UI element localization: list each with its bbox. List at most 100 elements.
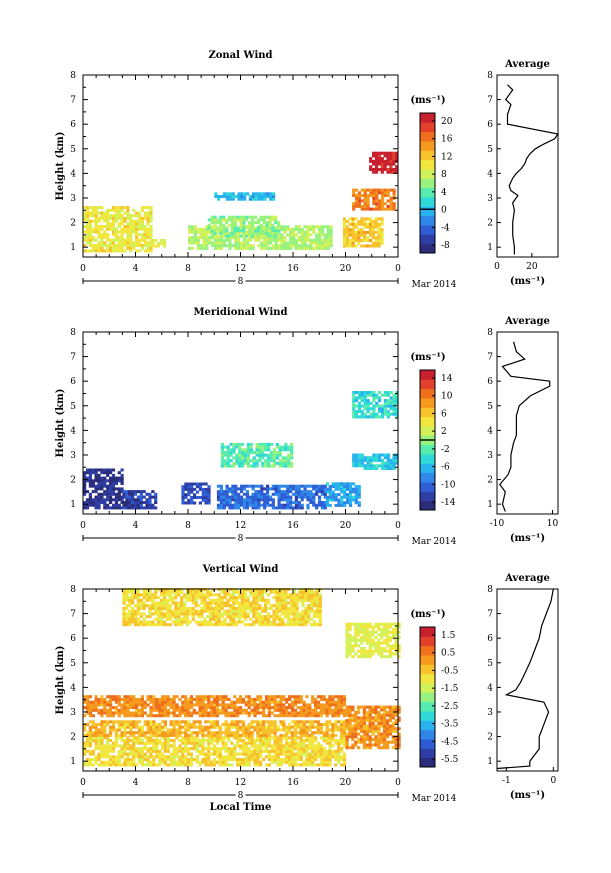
heatmap-cell <box>245 231 249 235</box>
heatmap-cell <box>228 238 232 242</box>
heatmap-cell <box>241 741 245 745</box>
heatmap-cell <box>88 235 92 239</box>
heatmap-cell <box>366 458 370 462</box>
heatmap-cell <box>250 700 254 704</box>
heatmap-cell <box>149 206 153 210</box>
heatmap-cell <box>354 391 359 394</box>
heatmap-cell <box>189 736 193 740</box>
heatmap-cell <box>125 617 129 621</box>
heatmap-cell <box>323 492 327 496</box>
heatmap-cell <box>221 755 225 759</box>
heatmap-cell <box>366 222 370 226</box>
heatmap-cell <box>283 244 287 248</box>
heatmap-cell <box>261 464 265 468</box>
heatmap-cell <box>240 490 244 494</box>
heatmap-cell <box>152 725 156 729</box>
heatmap-cell <box>354 188 359 192</box>
heatmap-cell <box>88 711 92 715</box>
heatmap-cell <box>140 235 144 239</box>
heatmap-cell <box>139 503 143 507</box>
heatmap-cell <box>233 747 237 751</box>
heatmap-cell <box>303 238 307 242</box>
heatmap-cell <box>109 468 113 472</box>
heatmap-cell <box>328 700 332 704</box>
heatmap-cell <box>154 623 158 627</box>
heatmap-cell <box>262 728 266 732</box>
heatmap-cell <box>190 238 195 242</box>
heatmap-cell <box>91 503 95 507</box>
heatmap-cell <box>305 703 309 707</box>
heatmap-cell <box>103 720 107 724</box>
heatmap-cell <box>238 752 243 756</box>
heatmap-cell <box>143 736 147 740</box>
heatmap-cell <box>126 708 130 712</box>
heatmap-cell <box>186 747 191 751</box>
heatmap-cell <box>378 410 382 413</box>
heatmap-cell <box>351 230 355 234</box>
heatmap-cell <box>293 760 297 764</box>
heatmap-cell <box>126 222 130 226</box>
heatmap-cell <box>168 590 172 594</box>
heatmap-cell <box>278 593 282 597</box>
heatmap-cell <box>155 747 159 751</box>
heatmap-cell <box>142 604 146 608</box>
heatmap-cell <box>131 609 135 613</box>
heatmap-cell <box>140 222 144 226</box>
heatmap-cell <box>180 609 184 613</box>
heatmap-cell <box>267 736 271 740</box>
heatmap-cell <box>337 758 341 761</box>
heatmap-cell <box>189 723 193 726</box>
heatmap-cell <box>158 731 162 735</box>
heatmap-cell <box>163 725 167 729</box>
heatmap-cell <box>229 596 233 600</box>
heatmap-cell <box>259 749 263 753</box>
heatmap-cell <box>308 736 312 740</box>
heatmap-cell <box>286 490 290 494</box>
heatmap-cell <box>276 703 280 707</box>
heatmap-cell <box>306 228 310 231</box>
heatmap-cell <box>174 609 178 613</box>
heatmap-cell <box>282 758 286 761</box>
heatmap-cell <box>155 755 159 759</box>
heatmap-cell <box>198 752 202 756</box>
heatmap-cell <box>125 492 129 496</box>
heatmap-cell <box>252 612 256 616</box>
heatmap-cell <box>129 214 133 218</box>
heatmap-cell <box>131 495 135 499</box>
heatmap-cell <box>94 758 98 761</box>
heatmap-cell <box>290 708 295 712</box>
heatmap-cell <box>296 723 300 726</box>
heatmap-cell <box>369 393 373 397</box>
heatmap-cell <box>274 487 278 491</box>
heatmap-cell <box>357 401 361 405</box>
heatmap-cell <box>282 706 286 710</box>
heatmap-cell <box>232 609 236 613</box>
heatmap-cell <box>302 752 306 756</box>
heatmap-cell <box>258 604 262 608</box>
heatmap-cell <box>140 755 144 759</box>
heatmap-cell <box>136 498 140 502</box>
heatmap-cell <box>277 503 281 507</box>
heatmap-cell <box>213 221 217 225</box>
heatmap-cell <box>114 758 118 761</box>
heatmap-cell <box>120 755 124 759</box>
heatmap-cell <box>186 723 191 726</box>
heatmap-cell <box>366 239 370 242</box>
heatmap-cell <box>389 204 393 208</box>
heatmap-cell <box>100 206 104 210</box>
heatmap-cell <box>163 736 167 740</box>
heatmap-cell <box>192 747 196 751</box>
heatmap-cell <box>117 714 121 718</box>
heatmap-cell <box>201 708 205 712</box>
heatmap-cell <box>117 471 121 475</box>
heatmap-cell <box>123 700 127 704</box>
heatmap-cell <box>197 609 201 613</box>
heatmap-cell <box>260 197 264 201</box>
heatmap-cell <box>191 590 195 594</box>
heatmap-cell <box>286 225 290 229</box>
y-tick-label: 3 <box>70 194 76 204</box>
heatmap-cell <box>348 233 352 237</box>
heatmap-cell <box>256 695 260 699</box>
heatmap-cell <box>360 412 364 416</box>
heatmap-cell <box>357 230 361 234</box>
